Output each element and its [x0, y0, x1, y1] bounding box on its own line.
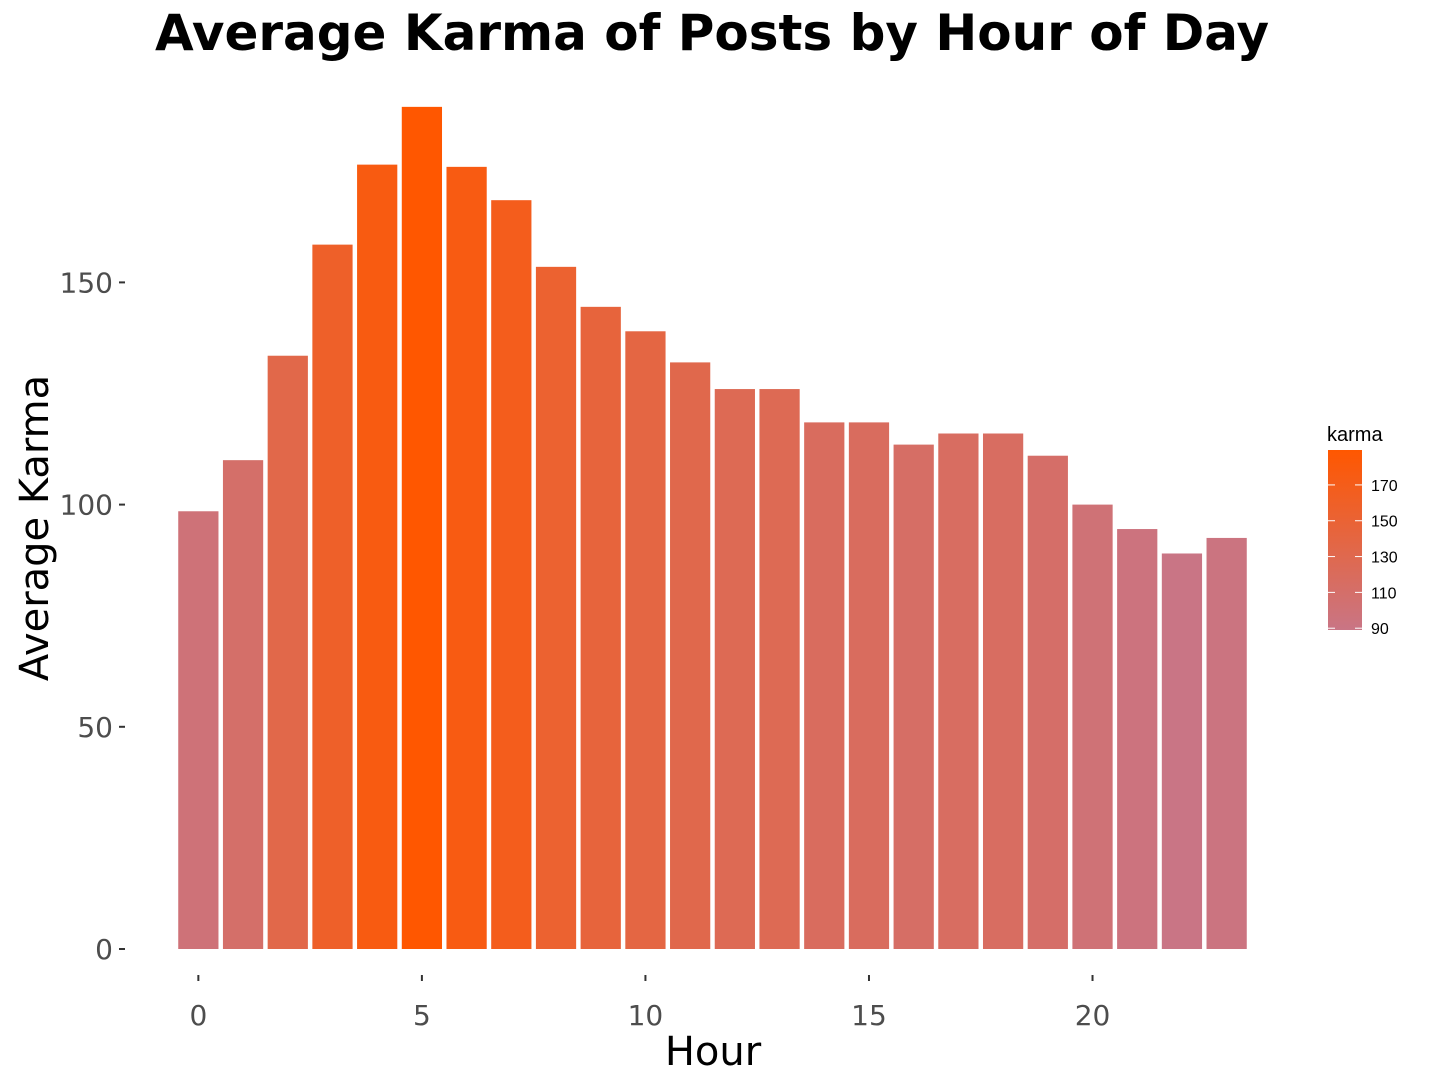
- x-tick-label: 5: [413, 999, 431, 1032]
- bar-hour-4: [357, 164, 398, 949]
- x-tick-label: 10: [628, 999, 664, 1032]
- chart-title: Average Karma of Posts by Hour of Day: [155, 4, 1269, 62]
- bar-hour-16: [893, 444, 934, 949]
- bar-hour-7: [491, 200, 532, 949]
- bar-hour-23: [1206, 537, 1247, 949]
- legend: karma 170 150 130 110 90: [1327, 424, 1398, 638]
- x-axis-ticks: 0 5 10 15 20: [189, 975, 1110, 1032]
- bar-hour-17: [938, 433, 979, 950]
- bar-hour-21: [1117, 529, 1158, 949]
- legend-label: 130: [1371, 550, 1398, 567]
- bar-hour-18: [982, 433, 1024, 950]
- bar-hour-22: [1161, 553, 1203, 949]
- bar-hour-11: [670, 362, 711, 950]
- bar-hour-20: [1072, 504, 1113, 949]
- legend-ticks: 170 150 130 110 90: [1328, 478, 1398, 638]
- bar-hour-10: [625, 331, 666, 949]
- bar-hour-13: [759, 389, 800, 949]
- y-axis-ticks: 0 50 100 150: [60, 266, 125, 966]
- bar-hour-0: [178, 511, 219, 949]
- bar-hour-9: [580, 306, 621, 949]
- x-axis-title: Hour: [665, 1029, 762, 1075]
- legend-title: karma: [1327, 424, 1383, 446]
- bars-group: [178, 106, 1247, 950]
- bar-hour-6: [446, 166, 487, 949]
- bar-hour-14: [804, 422, 845, 949]
- bar-hour-1: [222, 460, 264, 949]
- y-tick-label: 0: [95, 933, 113, 966]
- legend-label: 90: [1371, 621, 1389, 638]
- x-tick-label: 20: [1075, 999, 1111, 1032]
- bar-hour-2: [267, 355, 308, 949]
- y-tick-label: 50: [77, 711, 113, 744]
- bar-hour-19: [1027, 455, 1068, 949]
- bar-hour-15: [848, 422, 890, 949]
- legend-colorbar: [1328, 450, 1362, 630]
- y-tick-label: 150: [60, 266, 113, 299]
- bar-hour-3: [312, 244, 353, 950]
- bar-hour-8: [535, 266, 577, 949]
- x-tick-label: 15: [851, 999, 887, 1032]
- legend-label: 170: [1371, 478, 1398, 495]
- y-axis-title: Average Karma: [12, 375, 58, 681]
- legend-label: 110: [1371, 585, 1397, 602]
- bar-hour-5: [401, 106, 443, 949]
- bar-hour-12: [714, 389, 755, 949]
- legend-label: 150: [1371, 514, 1398, 531]
- x-tick-label: 0: [189, 999, 207, 1032]
- y-tick-label: 100: [60, 489, 113, 522]
